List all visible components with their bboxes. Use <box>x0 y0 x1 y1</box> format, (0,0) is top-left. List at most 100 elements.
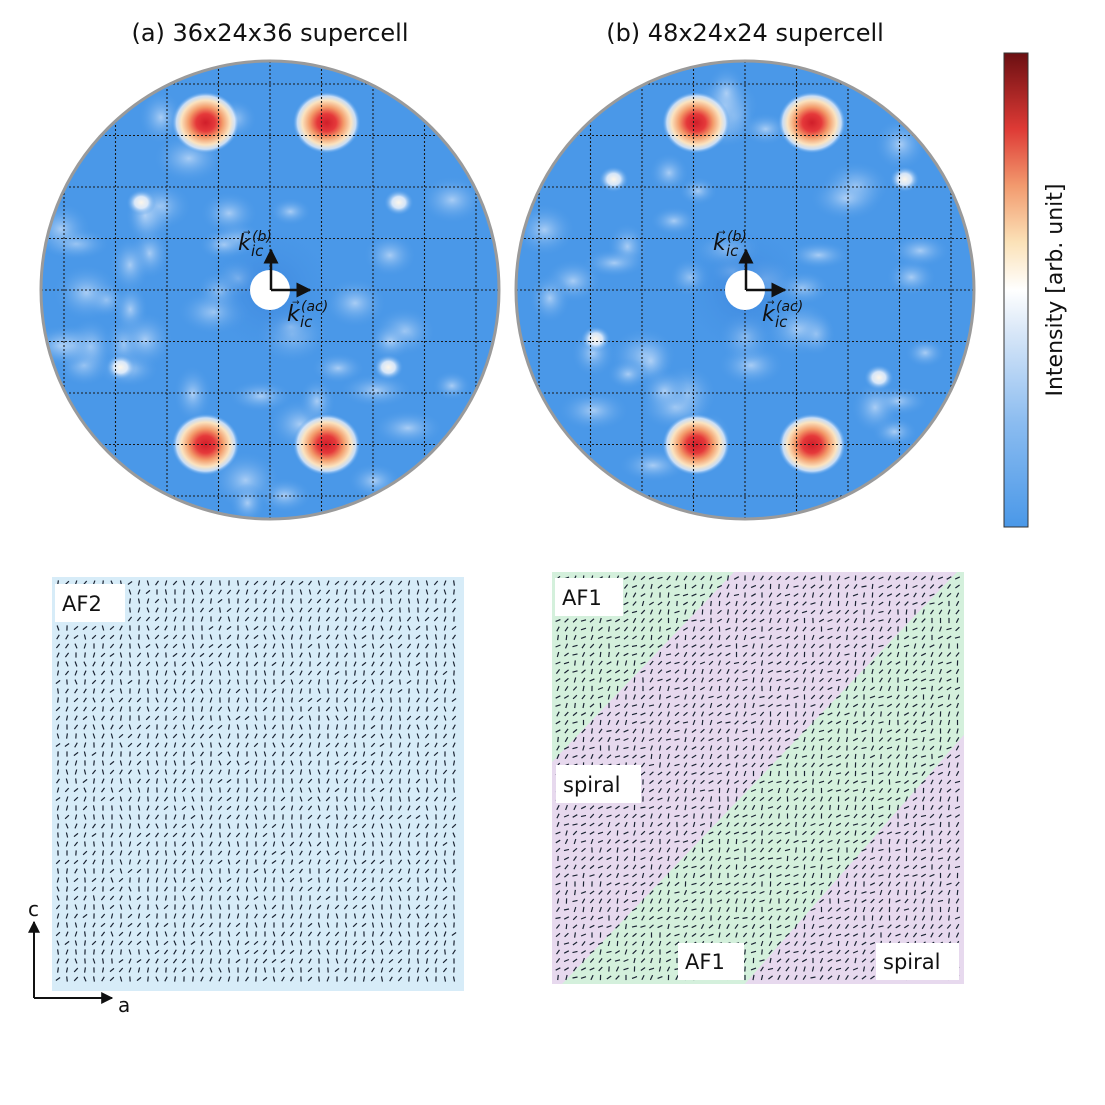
spin-arrow <box>920 856 927 861</box>
spin-arrow <box>827 941 833 946</box>
spin-arrow <box>811 753 815 760</box>
spin-arrow <box>631 585 638 588</box>
spin-arrow <box>640 721 646 724</box>
spin-arrow <box>590 711 594 717</box>
spin-arrow <box>683 855 688 862</box>
spin-arrow <box>299 940 303 946</box>
spin-arrow <box>615 822 620 827</box>
spin-arrow <box>74 760 78 766</box>
spin-arrow <box>726 745 730 751</box>
spin-arrow <box>734 754 739 759</box>
spin-arrow <box>361 949 367 955</box>
spin-arrow <box>862 906 866 913</box>
spin-arrow <box>819 592 824 598</box>
spin-arrow <box>878 814 884 818</box>
spin-arrow <box>572 874 578 877</box>
spin-arrow <box>752 974 755 981</box>
spin-arrow <box>606 950 612 954</box>
spin-arrow <box>344 760 348 766</box>
spin-arrow <box>632 932 637 938</box>
spin-arrow <box>954 814 961 818</box>
spin-arrow <box>623 635 629 640</box>
spin-arrow <box>200 769 204 775</box>
spin-arrow <box>442 670 448 676</box>
spin-arrow <box>606 636 612 639</box>
spin-arrow <box>425 589 429 595</box>
spin-arrow <box>236 949 240 955</box>
spin-arrow <box>930 702 934 709</box>
spin-arrow <box>929 602 935 605</box>
spin-arrow <box>691 772 697 775</box>
spin-arrow <box>452 976 456 982</box>
spin-arrow <box>326 769 330 775</box>
spin-arrow <box>735 600 738 607</box>
spin-arrow <box>649 779 654 785</box>
spin-arrow <box>245 805 249 811</box>
spin-arrow <box>674 864 680 870</box>
spin-arrow <box>173 724 177 730</box>
spin-arrow <box>869 942 876 945</box>
spin-arrow <box>245 733 249 739</box>
spin-arrow <box>862 660 866 666</box>
spin-arrow <box>109 967 115 973</box>
spin-arrow <box>163 949 169 955</box>
spin-arrow <box>818 661 825 665</box>
spin-arrow <box>136 616 142 622</box>
spin-arrow <box>564 728 569 734</box>
spin-arrow <box>334 580 340 586</box>
spin-arrow <box>273 949 275 955</box>
spin-arrow <box>827 694 833 700</box>
spin-arrow <box>226 760 232 766</box>
spin-arrow <box>336 796 338 802</box>
spin-arrow <box>912 669 918 674</box>
spin-arrow <box>641 949 645 955</box>
spin-arrow <box>236 886 240 892</box>
spin-arrow <box>853 695 858 699</box>
spin-arrow <box>434 832 438 838</box>
spin-arrow <box>65 769 69 775</box>
spin-arrow <box>335 877 339 883</box>
spin-arrow <box>699 891 706 894</box>
spin-arrow <box>870 839 875 844</box>
spin-arrow <box>657 644 663 648</box>
spin-arrow <box>119 868 123 874</box>
spin-arrow <box>726 617 730 624</box>
spin-arrow <box>793 601 799 606</box>
spin-arrow <box>632 873 637 878</box>
spin-arrow <box>309 634 311 640</box>
spin-arrow <box>836 923 841 930</box>
spin-arrow <box>555 695 561 699</box>
spin-arrow <box>299 805 303 811</box>
spin-arrow <box>776 728 782 734</box>
spin-arrow <box>172 607 178 613</box>
spin-arrow <box>683 745 688 751</box>
spin-arrow <box>308 769 312 775</box>
spin-arrow <box>802 584 807 589</box>
spin-arrow <box>282 652 284 658</box>
spin-arrow <box>262 832 268 838</box>
spin-arrow <box>228 769 230 775</box>
weak-intensity-spot <box>580 325 611 352</box>
spin-arrow <box>300 895 302 901</box>
spin-arrow <box>616 898 619 904</box>
spin-arrow <box>390 913 392 919</box>
spin-arrow <box>435 760 437 766</box>
spin-arrow <box>572 899 578 903</box>
spin-arrow <box>55 859 61 865</box>
spin-arrow <box>425 715 429 721</box>
spin-arrow <box>65 715 69 721</box>
spin-arrow <box>819 703 824 708</box>
spin-arrow <box>725 882 731 886</box>
spin-arrow <box>631 721 638 724</box>
spin-arrow <box>110 832 114 838</box>
spin-arrow <box>334 671 340 675</box>
spin-arrow <box>801 661 808 665</box>
spin-arrow <box>793 950 799 954</box>
spin-arrow <box>760 668 764 675</box>
spin-arrow <box>616 855 619 862</box>
spin-arrow <box>282 688 284 694</box>
spin-arrow <box>273 967 275 973</box>
spin-arrow <box>281 823 285 829</box>
spin-arrow <box>649 974 654 981</box>
spin-arrow <box>708 737 714 742</box>
